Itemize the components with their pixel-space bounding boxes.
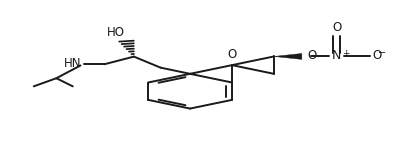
Text: HO: HO xyxy=(107,26,124,39)
Text: O: O xyxy=(332,21,341,34)
Text: HN: HN xyxy=(64,57,82,70)
Text: −: − xyxy=(378,48,386,58)
Text: +: + xyxy=(342,49,349,58)
Text: N: N xyxy=(332,49,342,62)
Polygon shape xyxy=(274,54,302,59)
Text: O: O xyxy=(373,49,382,62)
Text: O: O xyxy=(228,48,237,61)
Text: O: O xyxy=(307,49,316,62)
